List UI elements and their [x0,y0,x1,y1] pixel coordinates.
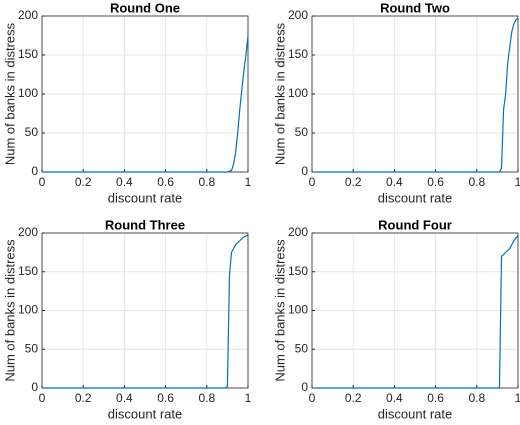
y-tick-label: 200 [18,8,38,22]
y-tick-label: 0 [301,164,308,178]
y-tick-label: 50 [25,341,39,355]
x-axis-label: discount rate [378,190,452,205]
chart-title: Round Three [105,217,185,232]
x-tick-label: 0.4 [116,175,133,189]
y-axis-label: Num of banks in distress [2,22,17,165]
chart-title: Round Two [380,0,450,15]
y-tick-label: 150 [18,47,38,61]
x-tick-label: 0.8 [198,175,215,189]
data-line [312,234,519,389]
data-line [42,234,249,389]
x-tick-label: 0.8 [468,175,485,189]
y-tick-label: 200 [288,225,308,239]
x-tick-label: 0.8 [198,391,215,405]
x-tick-label: 0 [39,175,46,189]
y-tick-label: 50 [25,125,39,139]
x-tick-label: 0.4 [386,175,403,189]
y-tick-label: 0 [31,380,38,394]
x-tick-label: 0.2 [75,175,92,189]
x-tick-label: 0.8 [468,391,485,405]
x-tick-label: 0 [309,391,316,405]
y-tick-label: 150 [288,264,308,278]
y-tick-label: 50 [295,125,309,139]
x-tick-label: 0.2 [345,175,362,189]
y-tick-label: 50 [295,341,309,355]
y-tick-label: 100 [18,86,38,100]
y-axis-label: Num of banks in distress [2,239,17,382]
data-line [312,17,519,173]
y-tick-label: 100 [288,303,308,317]
x-tick-label: 1 [245,391,252,405]
y-tick-label: 200 [288,8,308,22]
x-tick-label: 1 [515,391,520,405]
y-tick-label: 100 [288,86,308,100]
x-tick-label: 0.2 [345,391,362,405]
y-axis-label: Num of banks in distress [272,239,287,382]
x-tick-label: 0.6 [427,175,444,189]
x-tick-label: 0.2 [75,391,92,405]
x-tick-label: 1 [245,175,252,189]
data-line [42,35,249,173]
y-axis-label: Num of banks in distress [272,22,287,165]
y-tick-label: 100 [18,303,38,317]
x-axis-label: discount rate [108,190,182,205]
y-tick-label: 150 [18,264,38,278]
y-tick-label: 200 [18,225,38,239]
x-tick-label: 1 [515,175,520,189]
y-tick-label: 0 [301,380,308,394]
x-tick-label: 0.6 [427,391,444,405]
y-tick-label: 150 [288,47,308,61]
x-axis-label: discount rate [108,406,182,421]
x-tick-label: 0.6 [157,175,174,189]
x-tick-label: 0.4 [386,391,403,405]
x-axis-label: discount rate [378,406,452,421]
x-tick-label: 0.6 [157,391,174,405]
x-tick-label: 0 [309,175,316,189]
x-tick-label: 0.4 [116,391,133,405]
x-tick-label: 0 [39,391,46,405]
chart-title: Round Four [378,217,452,232]
chart-title: Round One [110,0,180,15]
y-tick-label: 0 [31,164,38,178]
